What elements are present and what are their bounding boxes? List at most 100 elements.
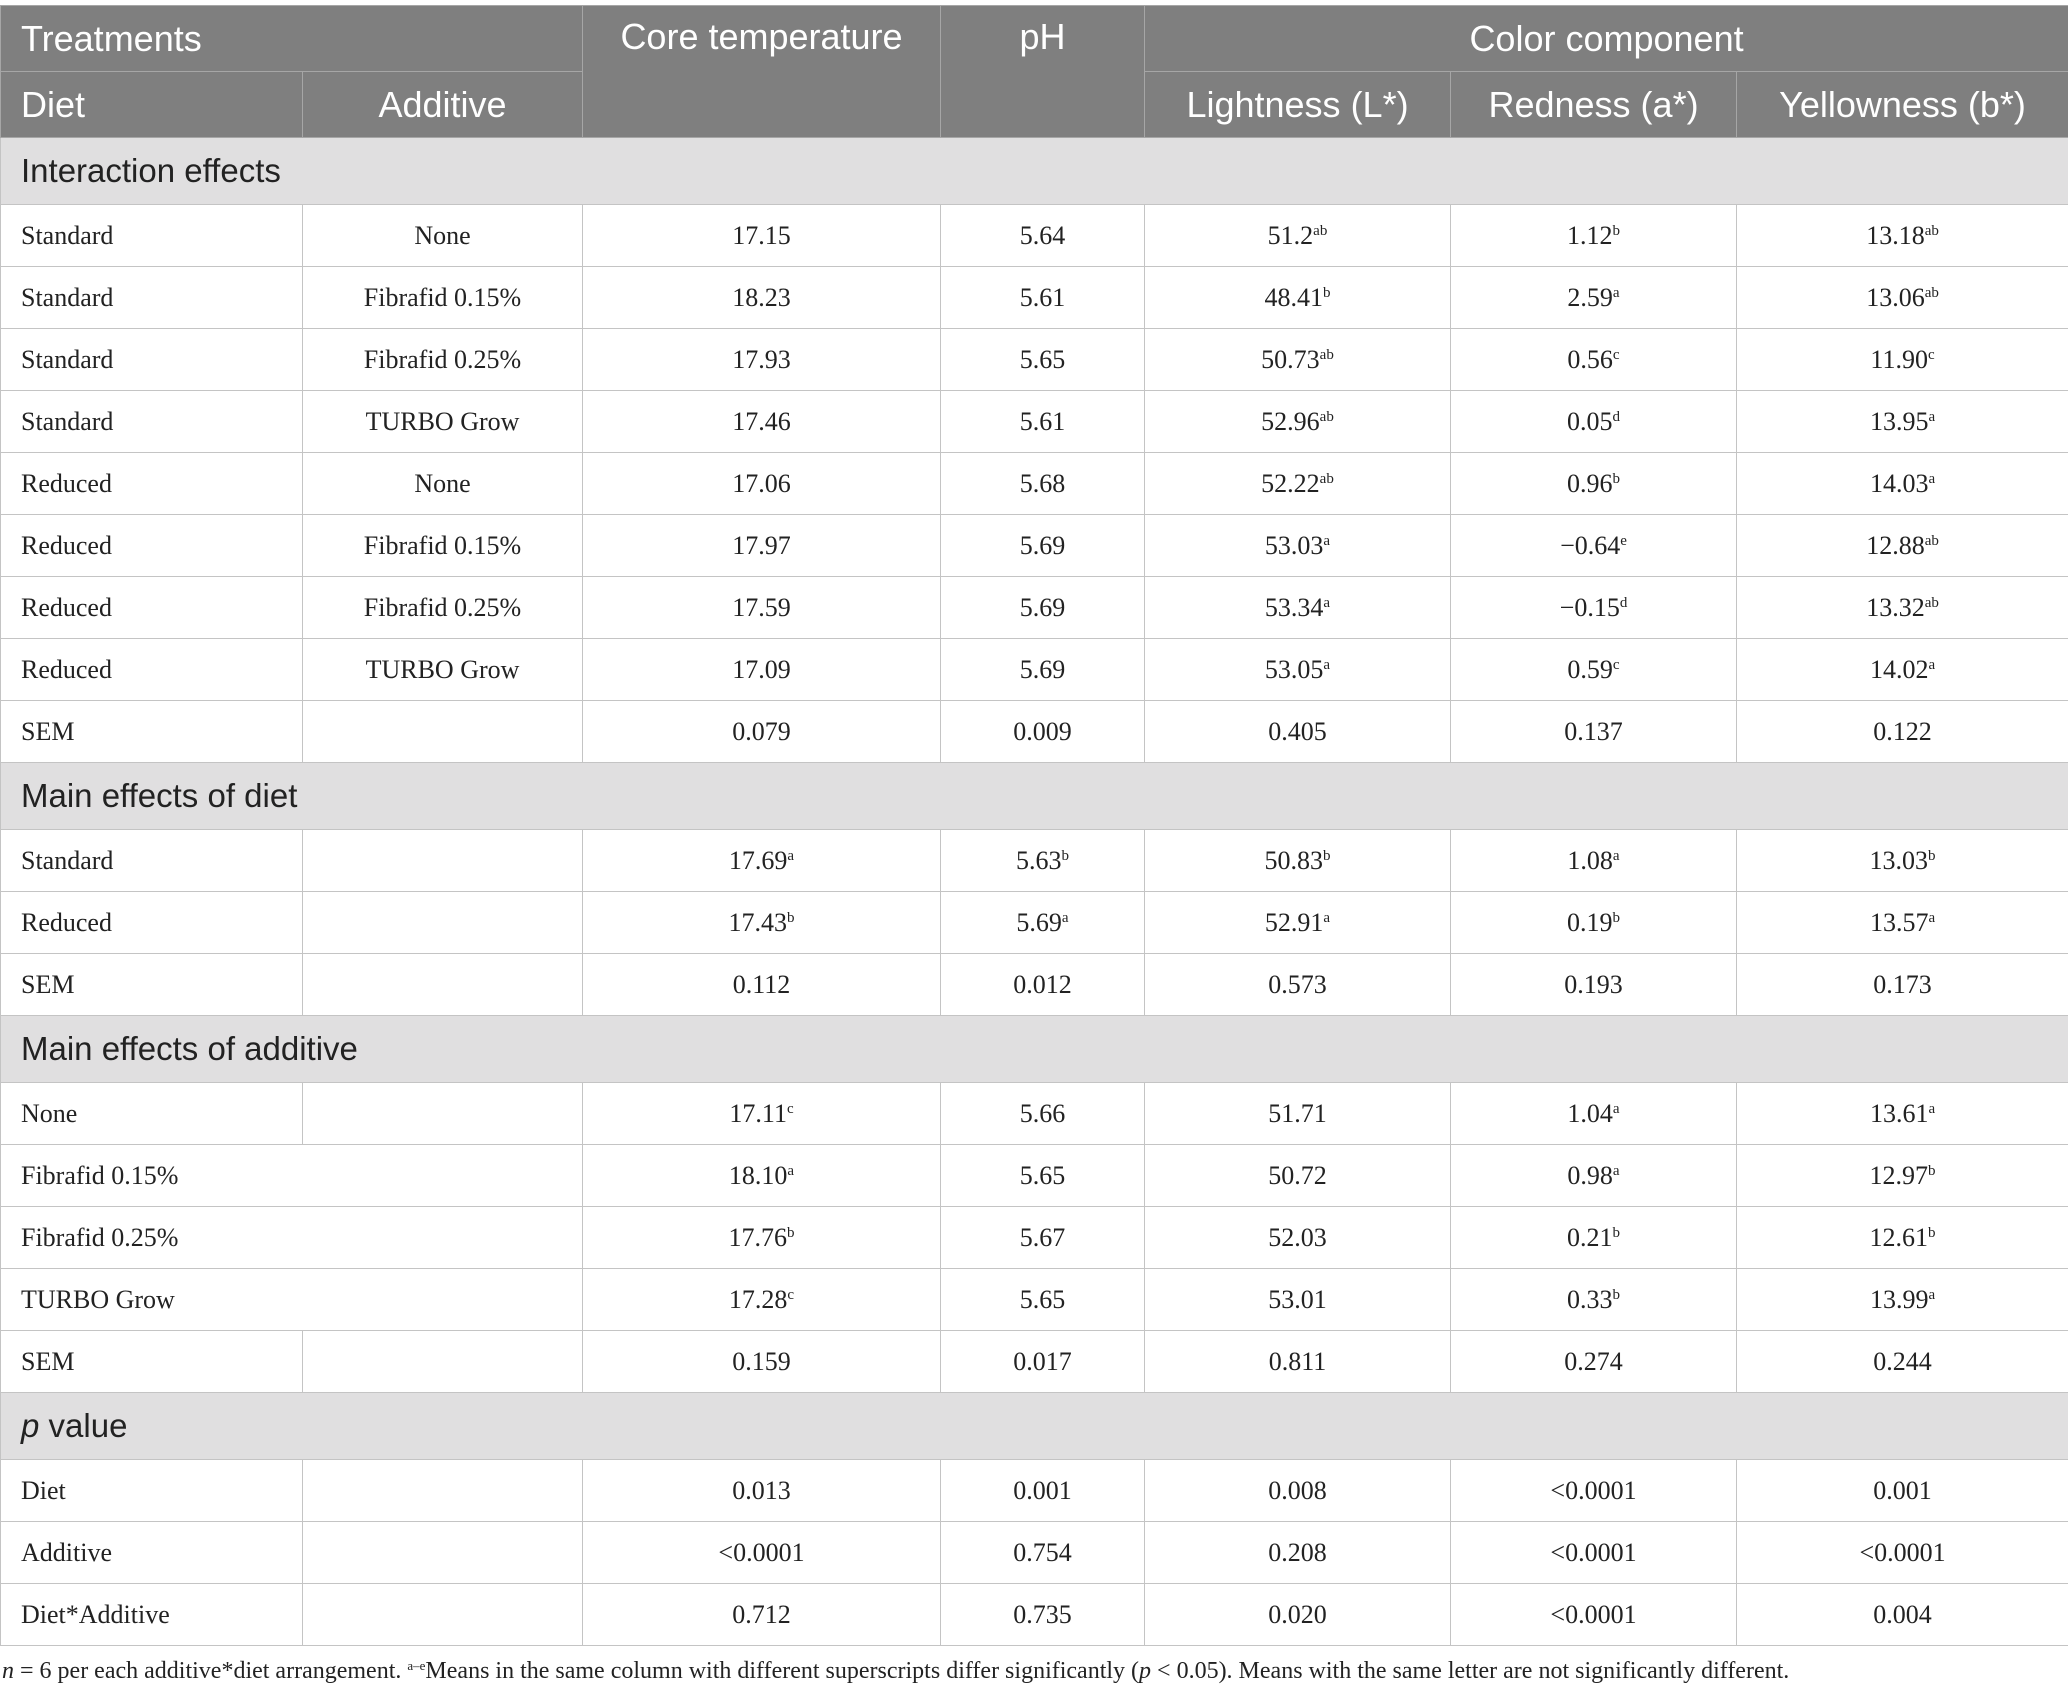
value: 5.61 — [1019, 406, 1066, 436]
value-cell: 17.69a — [582, 829, 942, 892]
row-label: TURBO Grow — [0, 1268, 584, 1331]
value-cell: <0.0001 — [1450, 1583, 1738, 1646]
row-label: Standard — [0, 204, 303, 267]
value: 13.18 — [1866, 220, 1925, 250]
value-cell: 5.69 — [940, 638, 1146, 701]
additive-cell: Fibrafid 0.15% — [301, 514, 584, 577]
value: 52.96 — [1261, 406, 1320, 436]
value-cell: 5.66 — [940, 1082, 1146, 1145]
value-cell: 0.112 — [582, 953, 942, 1016]
value-cell: 0.159 — [582, 1330, 942, 1393]
value-cell: 1.08a — [1450, 829, 1738, 892]
value: 0.59 — [1567, 654, 1613, 684]
data-row: Fibrafid 0.15% 18.10a 5.65 50.72 0.98a 12.97b — [0, 1144, 2068, 1207]
superscript: a — [1928, 656, 1936, 673]
data-row: SEM 0.159 0.017 0.811 0.274 0.244 — [0, 1330, 2068, 1393]
superscript: a — [1612, 1100, 1620, 1117]
value-cell: 13.57a — [1736, 891, 2068, 954]
value-cell: 12.97b — [1736, 1144, 2068, 1207]
value: <0.0001 — [1550, 1537, 1637, 1567]
value: 51.2 — [1267, 220, 1314, 250]
data-table: Treatments Core temperature pH Color com… — [0, 5, 2068, 1646]
value: 50.83 — [1264, 845, 1324, 875]
value: 5.63 — [1016, 845, 1062, 875]
footnote: n = 6 per each additive*diet arrangement… — [0, 1646, 2068, 1685]
superscript: a — [1612, 847, 1620, 864]
header-cell: Color component — [1144, 5, 2068, 72]
value: −0.64 — [1560, 530, 1621, 560]
value: 5.65 — [1019, 344, 1066, 374]
superscript: a — [1061, 909, 1069, 926]
superscript: a — [1612, 284, 1620, 301]
superscript: ab — [1924, 532, 1939, 549]
value-cell: 0.079 — [582, 700, 942, 763]
value: 0.013 — [732, 1475, 791, 1505]
value: 17.59 — [732, 592, 791, 622]
value-cell: 0.193 — [1450, 953, 1738, 1016]
row-label: Fibrafid 0.15% — [0, 1144, 584, 1207]
table-header: Treatments Core temperature pH Color com… — [0, 5, 2068, 138]
empty-cell — [301, 1521, 584, 1584]
value: 0.137 — [1564, 716, 1623, 746]
section-title: Main effects of additive — [0, 1015, 2068, 1083]
additive-cell: Fibrafid 0.15% — [301, 266, 584, 329]
value-cell: 0.33b — [1450, 1268, 1738, 1331]
superscript: c — [787, 1286, 795, 1303]
value-cell: <0.0001 — [582, 1521, 942, 1584]
value-cell: 52.91a — [1144, 891, 1452, 954]
superscript: a — [1612, 1162, 1620, 1179]
value-cell: 0.244 — [1736, 1330, 2068, 1393]
value-cell: 2.59a — [1450, 266, 1738, 329]
value-cell: −0.15d — [1450, 576, 1738, 639]
data-row: SEM 0.079 0.009 0.405 0.137 0.122 — [0, 700, 2068, 763]
value: 0.012 — [1013, 969, 1072, 999]
superscript: d — [1612, 408, 1621, 425]
value: 18.23 — [732, 282, 791, 312]
value: 0.017 — [1013, 1346, 1072, 1376]
superscript: a — [1323, 594, 1331, 611]
value: <0.0001 — [718, 1537, 805, 1567]
value-cell: 0.122 — [1736, 700, 2068, 763]
value: 5.61 — [1019, 282, 1066, 312]
value-cell: 0.735 — [940, 1583, 1146, 1646]
header-cell: Core temperature — [582, 5, 942, 138]
value: 17.43 — [728, 907, 788, 937]
value: 48.41 — [1264, 282, 1324, 312]
section-row: Interaction effects — [0, 137, 2068, 205]
value: 12.88 — [1866, 530, 1925, 560]
value: 0.96 — [1567, 468, 1613, 498]
additive-cell: TURBO Grow — [301, 390, 584, 453]
value: 0.21 — [1567, 1222, 1613, 1252]
value: 0.811 — [1268, 1346, 1327, 1376]
superscript: ab — [1319, 470, 1334, 487]
additive-cell: Fibrafid 0.25% — [301, 576, 584, 639]
value: 50.72 — [1268, 1160, 1327, 1190]
value-cell: 1.04a — [1450, 1082, 1738, 1145]
value-cell: 13.95a — [1736, 390, 2068, 453]
superscript: ab — [1313, 222, 1328, 239]
text-segment: Main effects of additive — [21, 1030, 358, 1067]
value-cell: 5.65 — [940, 328, 1146, 391]
data-row: Additive <0.0001 0.754 0.208 <0.0001 <0.0001 — [0, 1521, 2068, 1584]
value: 0.712 — [732, 1599, 791, 1629]
value: 13.32 — [1866, 592, 1925, 622]
empty-cell — [301, 829, 584, 892]
value-cell: 0.137 — [1450, 700, 1738, 763]
value: 0.001 — [1873, 1475, 1932, 1505]
value-cell: 53.05a — [1144, 638, 1452, 701]
header-cell: Diet — [0, 71, 303, 138]
value-cell: 17.46 — [582, 390, 942, 453]
value-cell: −0.64e — [1450, 514, 1738, 577]
table-body: Interaction effects Standard None 17.15 5.64… — [0, 137, 2068, 1646]
value: 17.69 — [728, 845, 788, 875]
value-cell: 0.208 — [1144, 1521, 1452, 1584]
value: 14.02 — [1869, 654, 1929, 684]
value: 53.01 — [1268, 1284, 1327, 1314]
superscript: d — [1619, 594, 1628, 611]
value-cell: 0.020 — [1144, 1583, 1452, 1646]
value-cell: 13.18ab — [1736, 204, 2068, 267]
value-cell: 0.405 — [1144, 700, 1452, 763]
superscript: b — [787, 1224, 795, 1241]
data-row: Standard 17.69a 5.63b 50.83b 1.08a 13.03b — [0, 829, 2068, 892]
section-title: Main effects of diet — [0, 762, 2068, 830]
